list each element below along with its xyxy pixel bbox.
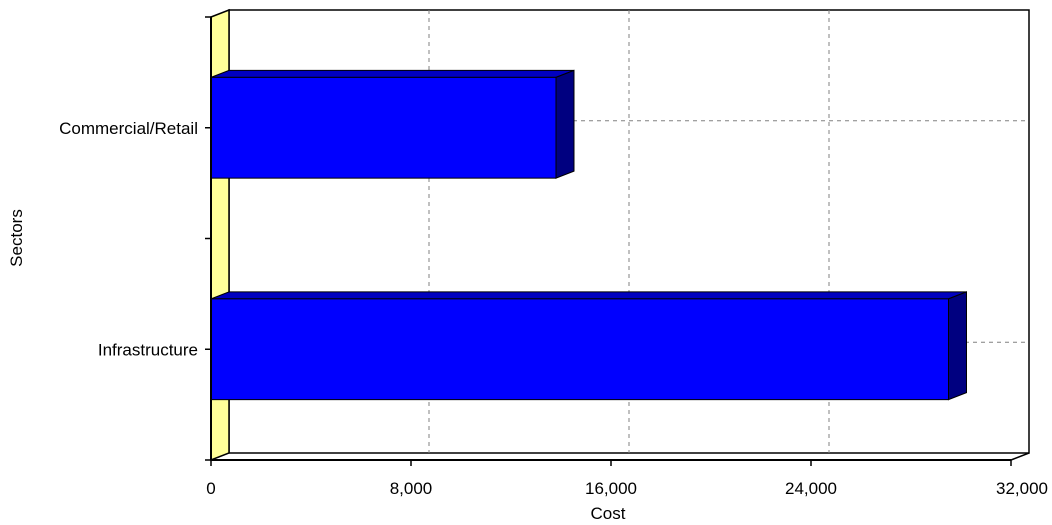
bar-side-face bbox=[555, 69, 575, 179]
y-tick-label: Infrastructure bbox=[98, 340, 198, 359]
bar-top-face bbox=[210, 69, 575, 78]
x-tick-label: 16,000 bbox=[585, 479, 637, 498]
y-axis-title: Sectors bbox=[7, 209, 26, 267]
x-tick-label: 32,000 bbox=[996, 479, 1048, 498]
bar-top-face bbox=[210, 291, 967, 300]
y-tick-labels: Commercial/Retail Infrastructure bbox=[59, 119, 198, 360]
y-tick-label: Commercial/Retail bbox=[59, 119, 198, 138]
bar bbox=[210, 76, 557, 179]
x-tick-labels: 0 8,000 16,000 24,000 32,000 bbox=[206, 479, 1048, 498]
floor-edge bbox=[1010, 452, 1030, 461]
bar bbox=[210, 298, 949, 401]
x-tick-label: 0 bbox=[206, 479, 215, 498]
x-tick-label: 8,000 bbox=[390, 479, 433, 498]
x-axis-title: Cost bbox=[591, 504, 626, 523]
axes bbox=[205, 16, 1030, 466]
x-tick-label: 24,000 bbox=[785, 479, 837, 498]
bars bbox=[210, 69, 967, 401]
bar-side-face bbox=[948, 291, 967, 401]
